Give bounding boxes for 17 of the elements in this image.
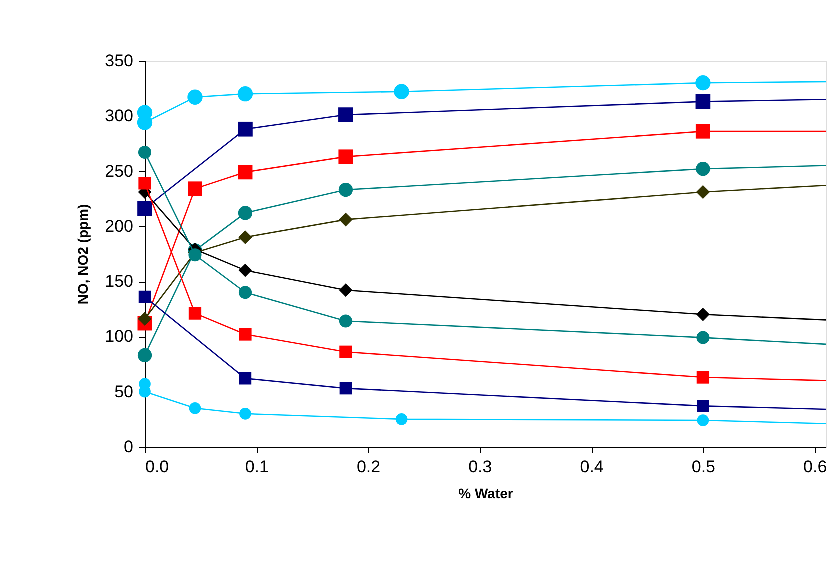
x-tick-label: 0.5: [692, 458, 716, 476]
x-tick-label: 0.3: [468, 458, 492, 476]
x-tick-label: 0.4: [580, 458, 604, 476]
y-axis-title: NO, NO2 (ppm): [75, 204, 92, 305]
x-axis-title: % Water: [458, 486, 514, 502]
y-tick-label: 250: [105, 162, 134, 181]
y-tick-label: 300: [105, 106, 134, 126]
y-tick-label: 200: [105, 216, 134, 236]
x-tick-label: 0.2: [356, 458, 381, 476]
y-tick-label: 150: [105, 272, 134, 292]
y-tick-label: 50: [114, 382, 134, 402]
x-tick-label: 0.1: [245, 458, 269, 476]
x-tick-label: 0.6: [804, 458, 828, 476]
y-tick-label: 0: [124, 438, 134, 456]
y-tick-label: 100: [105, 327, 134, 346]
y-tick-label: 350: [105, 52, 134, 70]
x-tick-label: 0.0: [146, 458, 170, 476]
